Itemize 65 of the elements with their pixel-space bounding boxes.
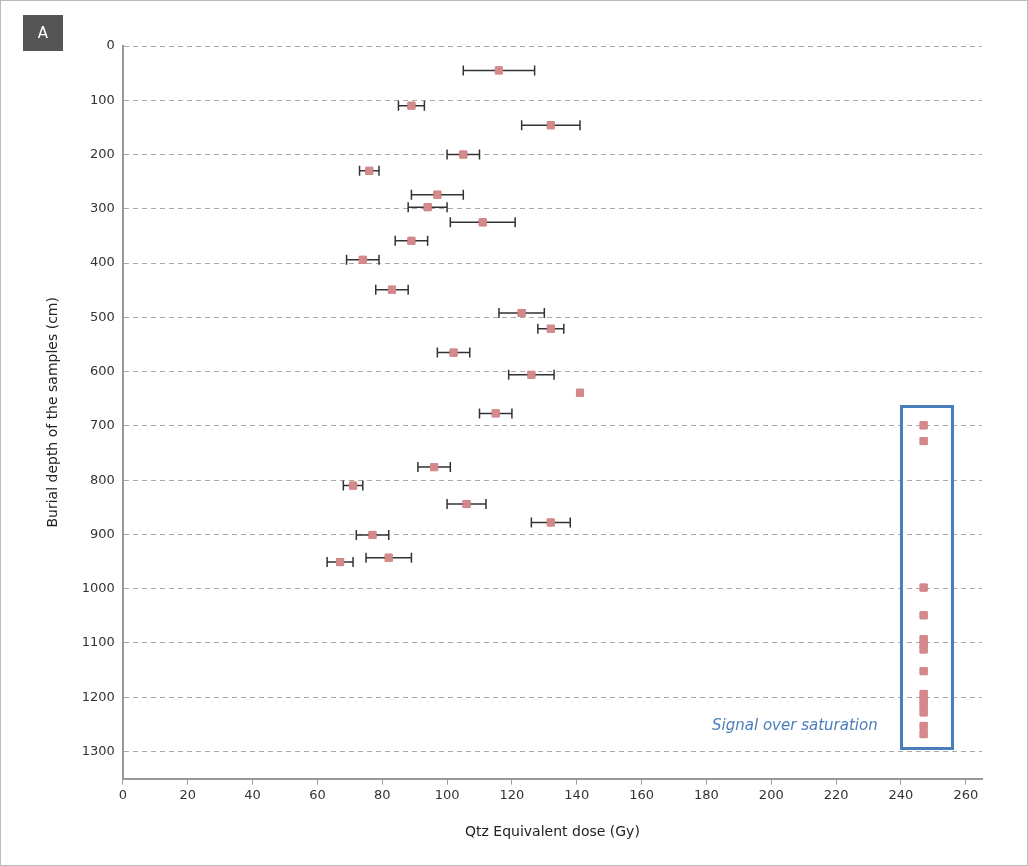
point <box>336 558 345 567</box>
y-tick-label: 600 <box>90 362 115 378</box>
point <box>546 324 555 333</box>
y-tick-label: 300 <box>90 200 115 216</box>
point <box>546 518 555 527</box>
point <box>575 388 585 397</box>
y-tick-label: 0 <box>106 37 115 53</box>
x-tick-label: 180 <box>694 786 719 802</box>
point <box>919 708 928 717</box>
point <box>494 66 503 75</box>
x-tick-label: 0 <box>118 786 128 802</box>
point <box>368 530 377 539</box>
point <box>423 203 432 212</box>
x-tick-label: 40 <box>244 786 261 802</box>
y-tick-label: 1200 <box>81 688 115 704</box>
x-tick-label: 60 <box>309 786 326 802</box>
point <box>387 285 396 294</box>
point <box>459 150 468 159</box>
point <box>449 348 458 357</box>
x-tick-label: 140 <box>564 786 590 802</box>
point <box>491 409 500 418</box>
x-tick-label: 260 <box>953 786 979 802</box>
chart-title: A <box>23 15 63 51</box>
point <box>919 721 928 730</box>
point <box>433 190 442 199</box>
point <box>919 645 928 654</box>
point <box>384 553 393 562</box>
point <box>462 499 471 509</box>
y-tick-label: 200 <box>90 145 115 161</box>
point <box>919 421 928 430</box>
x-axis-title: Qtz Equivalent dose (Gy) <box>465 823 640 840</box>
y-tick-label: 100 <box>90 91 115 107</box>
x-tick-label: 80 <box>373 786 391 802</box>
point <box>919 611 928 620</box>
x-tick-label: 240 <box>888 786 914 802</box>
point <box>919 437 928 446</box>
y-tick-label: 1100 <box>81 634 115 650</box>
point <box>349 481 358 490</box>
y-tick-label: 500 <box>90 308 115 324</box>
x-tick-label: 160 <box>629 786 655 802</box>
point <box>407 236 416 245</box>
point <box>546 121 555 130</box>
point <box>407 101 416 110</box>
point <box>919 667 928 676</box>
y-tick-label: 400 <box>90 254 115 270</box>
x-tick-label: 120 <box>499 786 525 802</box>
point <box>919 583 928 592</box>
x-tick-label: 100 <box>434 786 460 802</box>
x-tick-label: 200 <box>758 786 784 802</box>
point <box>358 255 367 264</box>
annotation: Signal over saturation <box>712 716 878 735</box>
point <box>517 308 526 318</box>
y-axis-title: Burial depth of the samples (cm) <box>44 297 61 528</box>
point <box>478 218 487 227</box>
point <box>919 730 928 739</box>
y-tick-label: 1300 <box>81 742 115 758</box>
x-tick-label: 220 <box>823 786 849 802</box>
point <box>527 370 536 379</box>
point <box>430 463 439 472</box>
x-tick-label: 20 <box>179 786 196 802</box>
y-tick-label: 700 <box>90 417 115 433</box>
y-tick-label: 1000 <box>81 580 115 596</box>
point <box>365 166 374 175</box>
y-tick-label: 800 <box>90 471 115 487</box>
y-tick-label: 900 <box>90 525 115 541</box>
